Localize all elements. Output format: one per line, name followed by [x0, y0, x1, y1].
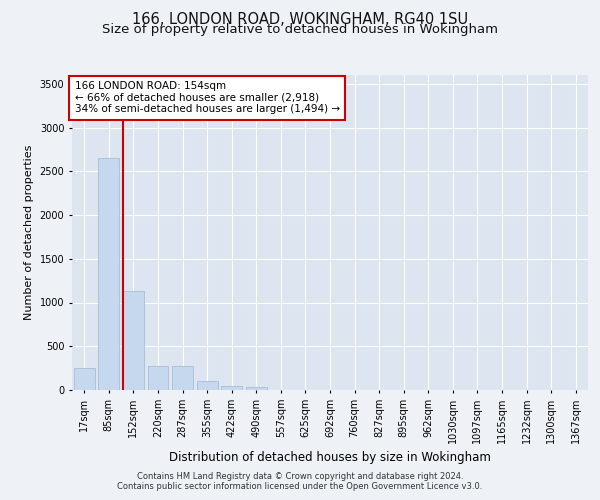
Bar — [172, 366, 193, 390]
Bar — [148, 366, 169, 390]
Bar — [98, 158, 119, 390]
Text: Contains HM Land Registry data © Crown copyright and database right 2024.: Contains HM Land Registry data © Crown c… — [137, 472, 463, 481]
Text: 166, LONDON ROAD, WOKINGHAM, RG40 1SU: 166, LONDON ROAD, WOKINGHAM, RG40 1SU — [132, 12, 468, 28]
Bar — [246, 388, 267, 390]
Text: 166 LONDON ROAD: 154sqm
← 66% of detached houses are smaller (2,918)
34% of semi: 166 LONDON ROAD: 154sqm ← 66% of detache… — [74, 82, 340, 114]
Bar — [221, 386, 242, 390]
X-axis label: Distribution of detached houses by size in Wokingham: Distribution of detached houses by size … — [169, 452, 491, 464]
Bar — [197, 381, 218, 390]
Text: Contains public sector information licensed under the Open Government Licence v3: Contains public sector information licen… — [118, 482, 482, 491]
Bar — [74, 368, 95, 390]
Text: Size of property relative to detached houses in Wokingham: Size of property relative to detached ho… — [102, 22, 498, 36]
Bar — [123, 291, 144, 390]
Y-axis label: Number of detached properties: Number of detached properties — [24, 145, 34, 320]
